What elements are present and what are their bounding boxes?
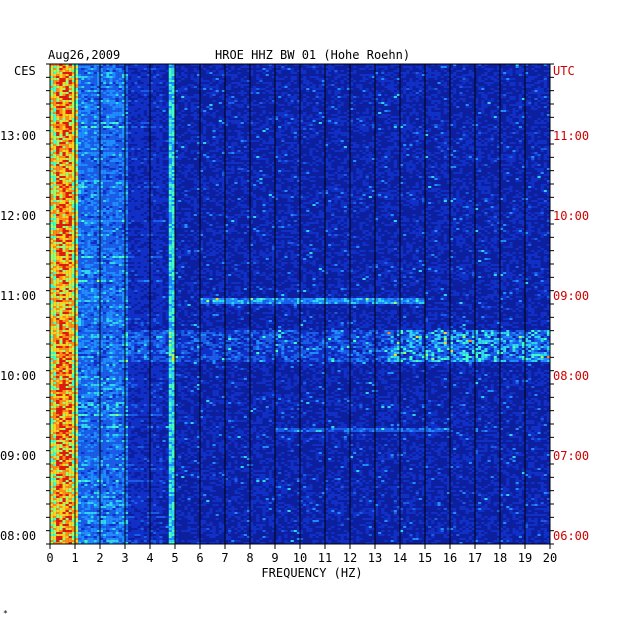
x-tick-label: 15 [418, 551, 432, 565]
x-tick-label: 17 [468, 551, 482, 565]
right-tick-label: 09:00 [553, 289, 589, 303]
x-tick-label: 6 [196, 551, 203, 565]
ces-axis-label: CES [14, 64, 36, 78]
x-axis-label: FREQUENCY (HZ) [261, 566, 362, 580]
x-tick-label: 18 [493, 551, 507, 565]
left-tick-label: 12:00 [0, 209, 36, 223]
x-tick-label: 12 [343, 551, 357, 565]
x-tick-label: 3 [121, 551, 128, 565]
x-tick-label: 16 [443, 551, 457, 565]
x-tick-label: 1 [71, 551, 78, 565]
frequency-gridlines [74, 64, 526, 544]
utc-axis-label: UTC [553, 64, 575, 78]
x-tick-label: 5 [171, 551, 178, 565]
right-tick-label: 11:00 [553, 129, 589, 143]
x-tick-label: 7 [221, 551, 228, 565]
footer-mark: * [3, 609, 8, 618]
left-tick-label: 08:00 [0, 529, 36, 543]
left-time-axis: 13:00 12:00 11:00 10:00 09:00 08:00 [0, 63, 50, 545]
left-tick-label: 10:00 [0, 369, 36, 383]
chart-title: HROE HHZ BW 01 (Hohe Roehn) [215, 48, 410, 62]
x-tick-label: 14 [393, 551, 407, 565]
right-tick-label: 06:00 [553, 529, 589, 543]
x-tick-label: 11 [318, 551, 332, 565]
date-label: Aug26,2009 [48, 48, 120, 62]
x-tick-label: 13 [368, 551, 382, 565]
x-tick-label: 4 [146, 551, 153, 565]
x-tick-label: 0 [46, 551, 53, 565]
frequency-axis: 0 1 2 3 4 5 6 7 8 9 10 11 12 13 14 15 16 17 18 19 20 [46, 544, 557, 565]
right-tick-label: 08:00 [553, 369, 589, 383]
right-tick-label: 10:00 [553, 209, 589, 223]
x-tick-label: 8 [246, 551, 253, 565]
right-tick-label: 07:00 [553, 449, 589, 463]
right-time-axis: 11:00 10:00 09:00 08:00 07:00 06:00 [550, 63, 589, 545]
left-tick-label: 11:00 [0, 289, 36, 303]
x-tick-label: 2 [96, 551, 103, 565]
left-tick-label: 13:00 [0, 129, 36, 143]
x-tick-label: 19 [518, 551, 532, 565]
x-tick-label: 10 [293, 551, 307, 565]
left-tick-label: 09:00 [0, 449, 36, 463]
x-tick-label: 9 [271, 551, 278, 565]
x-tick-label: 20 [543, 551, 557, 565]
